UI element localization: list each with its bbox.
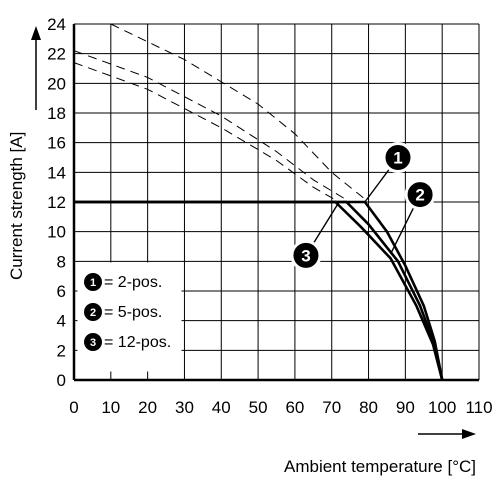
- callout-1-badge: [382, 142, 414, 173]
- chart-ticks: 0 10 20 30 40 50 60 70 80 90 100 110024681012141618…: [47, 15, 492, 417]
- x-tick-label-100: 100: [428, 398, 456, 417]
- legend-badge-number-2: 2: [90, 307, 96, 319]
- legend-label-3: = 12-pos.: [104, 334, 171, 351]
- callout-3-number: 3: [301, 246, 310, 265]
- callout-1-number: 1: [393, 149, 402, 168]
- y-tick-label-24: 24: [47, 15, 66, 34]
- y-tick-label-6: 6: [57, 282, 66, 301]
- x-tick-label-50: 50: [249, 398, 268, 417]
- x-axis-label: Ambient temperature [°C]: [284, 457, 476, 476]
- y-tick-label-20: 20: [47, 74, 66, 93]
- x-axis-arrowhead: [462, 429, 476, 439]
- x-tick-label-60: 60: [285, 398, 304, 417]
- y-tick-label-2: 2: [57, 341, 66, 360]
- y-tick-label-18: 18: [47, 104, 66, 123]
- legend-badge-1: [84, 273, 102, 291]
- y-tick-label-16: 16: [47, 134, 66, 153]
- x-tick-label-80: 80: [359, 398, 378, 417]
- y-tick-label-14: 14: [47, 163, 66, 182]
- series-3-dashed-line: [73, 62, 340, 203]
- series-2-dashed-line: [73, 50, 351, 203]
- x-tick-label-30: 30: [175, 398, 194, 417]
- legend-label-2: = 5-pos.: [104, 304, 162, 321]
- y-tick-label-10: 10: [47, 223, 66, 242]
- x-tick-label-0: 0: [69, 398, 78, 417]
- y-tick-label-22: 22: [47, 45, 66, 64]
- callout-2-badge: [404, 179, 436, 211]
- chart-legend: 1 = 2-pos. 2 = 5-pos. 3 = 12-pos.: [77, 262, 182, 372]
- y-tick-label-8: 8: [57, 252, 66, 271]
- x-tick-label-10: 10: [101, 398, 120, 417]
- x-tick-label-110: 110: [465, 398, 492, 417]
- y-axis-label: Current strength [A]: [7, 132, 26, 280]
- x-tick-label-70: 70: [322, 398, 341, 417]
- y-axis-arrowhead: [31, 26, 41, 40]
- x-tick-label-20: 20: [138, 398, 157, 417]
- callout-3-badge: [290, 239, 322, 271]
- y-tick-label-12: 12: [47, 193, 66, 212]
- y-tick-label-4: 4: [57, 312, 66, 331]
- x-tick-label-90: 90: [396, 398, 415, 417]
- x-tick-label-40: 40: [212, 398, 231, 417]
- chart-callouts: 12 3: [290, 142, 436, 271]
- series-1-dashed-line: [110, 23, 369, 203]
- legend-badge-3: [84, 333, 102, 351]
- series-2-solid-line: [74, 200, 444, 381]
- legend-badge-2: [84, 303, 102, 321]
- legend-badge-number-1: 1: [90, 277, 96, 289]
- legend-badge-number-3: 3: [90, 337, 96, 349]
- legend-label-1: = 2-pos.: [104, 274, 162, 291]
- y-tick-label-0: 0: [57, 371, 66, 390]
- callout-2-number: 2: [415, 186, 424, 205]
- series-3-solid-line: [74, 200, 444, 381]
